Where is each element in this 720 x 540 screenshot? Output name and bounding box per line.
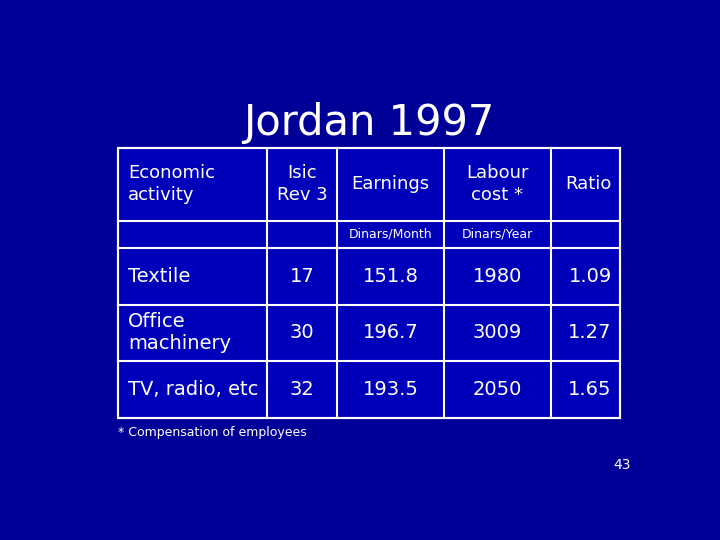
Text: 1.27: 1.27	[568, 323, 612, 342]
Text: 30: 30	[290, 323, 315, 342]
Text: 151.8: 151.8	[362, 267, 418, 286]
Text: Isic
Rev 3: Isic Rev 3	[277, 164, 328, 205]
Text: Dinars/Month: Dinars/Month	[348, 228, 432, 241]
Text: Ratio: Ratio	[565, 176, 612, 193]
Bar	[118, 148, 620, 418]
Text: Dinars/Year: Dinars/Year	[462, 228, 533, 241]
Text: * Compensation of employees: * Compensation of employees	[118, 426, 307, 439]
Text: 193.5: 193.5	[362, 380, 418, 399]
Text: 43: 43	[613, 458, 631, 472]
Text: 196.7: 196.7	[362, 323, 418, 342]
Text: 3009: 3009	[472, 323, 522, 342]
Text: Labour
cost *: Labour cost *	[466, 164, 528, 205]
Text: Earnings: Earnings	[351, 176, 429, 193]
Text: 2050: 2050	[472, 380, 522, 399]
Text: 1980: 1980	[472, 267, 522, 286]
Text: Textile: Textile	[128, 267, 190, 286]
Text: 1.09: 1.09	[569, 267, 612, 286]
Text: 17: 17	[290, 267, 315, 286]
Text: Economic
activity: Economic activity	[128, 164, 215, 205]
Text: Office
machinery: Office machinery	[128, 313, 231, 354]
Text: 1.65: 1.65	[568, 380, 612, 399]
Text: 32: 32	[290, 380, 315, 399]
Text: TV, radio, etc: TV, radio, etc	[128, 380, 258, 399]
Text: Jordan 1997: Jordan 1997	[243, 102, 495, 144]
